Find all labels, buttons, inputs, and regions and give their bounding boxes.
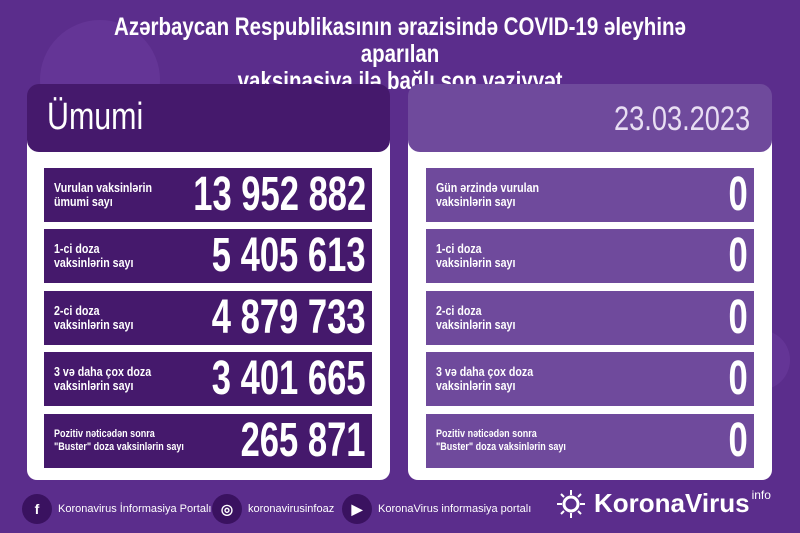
total-row: 2-ci doza vaksinlərin sayı 4 879 733 xyxy=(44,291,372,345)
total-row: 1-ci doza vaksinlərin sayı 5 405 613 xyxy=(44,229,372,283)
daily-row: 2-ci doza vaksinlərin sayı 0 xyxy=(426,291,754,345)
row-value: 0 xyxy=(728,291,748,344)
daily-row: Gün ərzində vurulan vaksinlərin sayı 0 xyxy=(426,168,754,222)
instagram-label: koronavirusinfoaz xyxy=(248,503,335,515)
row-label: Pozitiv nəticədən sonra "Buster" doza va… xyxy=(54,428,184,453)
facebook-label: Koronavirus İnformasiya Portalı xyxy=(58,503,212,515)
daily-row: 3 və daha çox doza vaksinlərin sayı 0 xyxy=(426,352,754,406)
row-value: 3 401 665 xyxy=(212,352,366,405)
total-row: Vurulan vaksinlərin ümumi sayı 13 952 882 xyxy=(44,168,372,222)
row-label: 1-ci doza vaksinlərin sayı xyxy=(54,241,134,270)
instagram-link[interactable]: ◎ koronavirusinfoaz xyxy=(212,492,334,526)
total-row: 3 və daha çox doza vaksinlərin sayı 3 401… xyxy=(44,352,372,406)
row-value: 4 879 733 xyxy=(212,291,366,344)
page-title: Azərbaycan Respublikasının ərazisində CO… xyxy=(0,14,800,95)
virus-logo-icon xyxy=(557,489,585,518)
row-label: 2-ci doza vaksinlərin sayı xyxy=(54,303,134,332)
row-label: 2-ci doza vaksinlərin sayı xyxy=(436,303,516,332)
logo-text: KoronaVirus xyxy=(594,488,750,518)
row-label: 3 və daha çox doza vaksinlərin sayı xyxy=(436,364,534,393)
row-value: 0 xyxy=(728,229,748,282)
row-value: 13 952 882 xyxy=(193,168,366,221)
koronavirus-logo: KoronaVirus info xyxy=(556,488,771,519)
facebook-icon: f xyxy=(22,494,52,524)
youtube-label: KoronaVirus informasiya portalı xyxy=(378,503,532,515)
youtube-link[interactable]: ▶ KoronaVirus informasiya portalı xyxy=(342,492,531,526)
total-header-label: Ümumi xyxy=(47,96,144,138)
total-row: Pozitiv nəticədən sonra "Buster" doza va… xyxy=(44,414,372,468)
row-label: Pozitiv nəticədən sonra "Buster" doza va… xyxy=(436,428,566,453)
daily-row: Pozitiv nəticədən sonra "Buster" doza va… xyxy=(426,414,754,468)
row-label: 3 və daha çox doza vaksinlərin sayı xyxy=(54,364,152,393)
row-label: Gün ərzində vurulan vaksinlərin sayı xyxy=(436,180,540,209)
date-header: 23.03.2023 xyxy=(408,84,772,152)
row-label: Vurulan vaksinlərin ümumi sayı xyxy=(54,180,152,209)
logo-sup: info xyxy=(751,488,771,502)
title-line-1: Azərbaycan Respublikasının ərazisində CO… xyxy=(114,13,686,68)
row-label: 1-ci doza vaksinlərin sayı xyxy=(436,241,516,270)
row-value: 5 405 613 xyxy=(212,229,366,282)
youtube-icon: ▶ xyxy=(342,494,372,524)
row-value: 0 xyxy=(728,414,748,467)
date-label: 23.03.2023 xyxy=(613,100,750,138)
row-value: 265 871 xyxy=(241,414,366,467)
row-value: 0 xyxy=(728,168,748,221)
total-header: Ümumi xyxy=(27,84,390,152)
row-value: 0 xyxy=(728,352,748,405)
daily-row: 1-ci doza vaksinlərin sayı 0 xyxy=(426,229,754,283)
facebook-link[interactable]: f Koronavirus İnformasiya Portalı xyxy=(22,492,211,526)
instagram-icon: ◎ xyxy=(212,494,242,524)
